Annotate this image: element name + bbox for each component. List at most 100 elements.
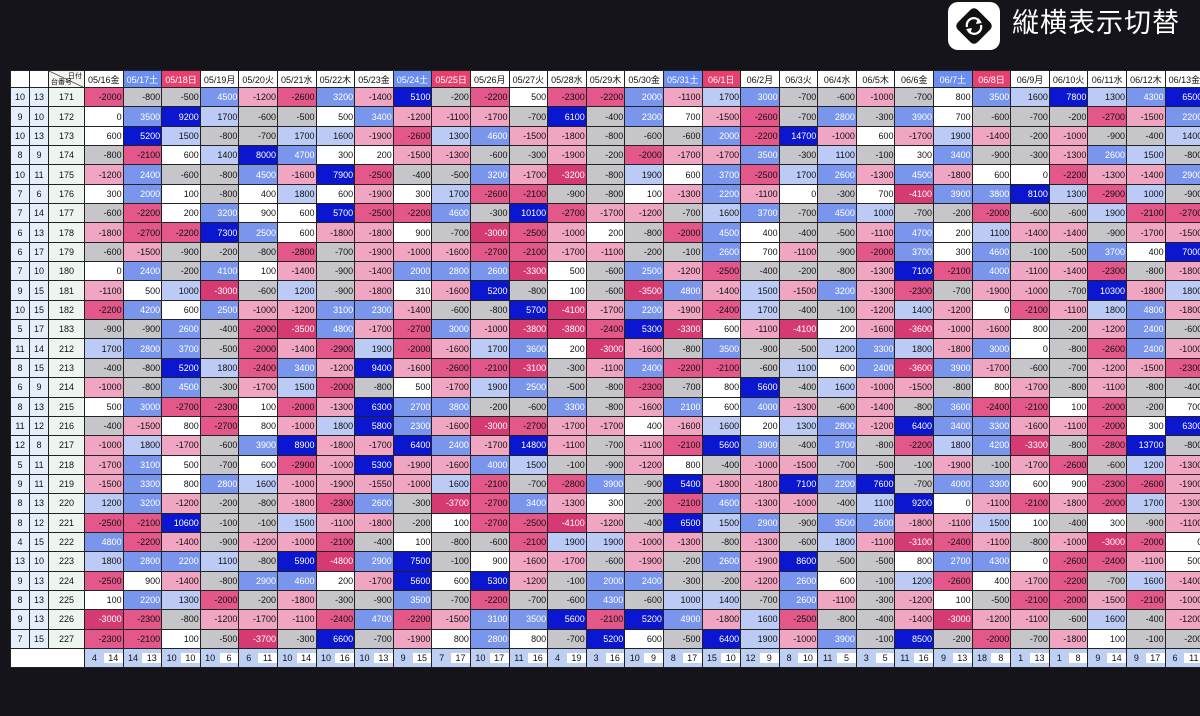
value-cell: 500 — [315, 106, 356, 127]
date-header: 05/31土 — [662, 70, 703, 88]
summary-cell: 10 9 — [624, 647, 664, 669]
value-cell: -600 — [469, 531, 510, 553]
value-cell: 300 — [933, 241, 973, 263]
summary-loss-count: 14 — [103, 653, 123, 664]
value-cell: -1200 — [315, 357, 356, 379]
value-cell: 600 — [817, 357, 857, 379]
value-cell: -1550 — [354, 473, 394, 495]
value-cell: -1500 — [1126, 357, 1166, 379]
value-cell: 800 — [971, 377, 1012, 398]
value-cell: -300 — [778, 145, 819, 166]
date-header: 05/29木 — [585, 70, 626, 88]
summary-loss-count: 17 — [682, 653, 702, 664]
value-cell: -2000 — [238, 319, 278, 340]
value-cell: -100 — [431, 551, 471, 572]
value-cell: -600 — [84, 203, 124, 224]
orientation-toggle-button[interactable] — [948, 2, 1000, 50]
value-cell: 10600 — [161, 512, 201, 533]
summary-cell: 3 16 — [585, 647, 626, 669]
summary-win-count: 12 — [745, 653, 756, 664]
value-cell: -1000 — [740, 454, 780, 475]
value-cell: 4800 — [315, 319, 356, 340]
value-cell: 3900 — [894, 106, 935, 127]
value-cell: -700 — [354, 628, 394, 649]
value-cell: -2000 — [276, 396, 317, 417]
value-cell: -2300 — [84, 628, 124, 649]
row-stat: 10 — [10, 86, 30, 108]
value-cell: -800 — [122, 86, 163, 108]
summary-loss-count: 5 — [837, 653, 856, 664]
value-cell: -1900 — [971, 280, 1012, 301]
value-cell: 3700 — [740, 203, 780, 224]
value-cell: -600 — [469, 145, 510, 166]
value-cell: 800 — [894, 551, 935, 572]
value-cell: -700 — [1010, 106, 1050, 127]
value-cell: 2400 — [624, 357, 664, 379]
value-cell: -100 — [1010, 241, 1050, 263]
value-cell: 1300 — [161, 589, 201, 611]
machine-number: 216 — [48, 415, 85, 437]
value-cell: -1700 — [1010, 570, 1050, 591]
table-row: 9 10 172 0 3500 9200 1700 -600 -500 500 3400 -1200-… — [10, 106, 1200, 127]
value-cell: 1100 — [971, 222, 1012, 243]
value-cell: 800 — [701, 377, 742, 398]
value-cell: 600 — [84, 125, 124, 147]
value-cell: 1600 — [701, 203, 742, 224]
value-cell: -900 — [122, 319, 163, 340]
value-cell: -700 — [894, 203, 935, 224]
value-cell: -2200 — [1048, 164, 1089, 185]
value-cell: -1100 — [1010, 609, 1050, 630]
value-cell: -1400 — [971, 125, 1012, 147]
value-cell: 1400 — [1164, 125, 1200, 147]
summary-loss-count: 14 — [296, 653, 316, 664]
value-cell: -2200 — [392, 609, 433, 630]
value-cell: 1900 — [624, 164, 664, 185]
summary-cell: 14 13 — [122, 647, 163, 669]
value-cell: -1400 — [1164, 570, 1200, 591]
row-stat: 10 — [29, 551, 49, 572]
value-cell: 3900 — [585, 473, 626, 495]
value-cell: -200 — [469, 396, 510, 417]
value-cell: -1100 — [1010, 261, 1050, 282]
date-header: 05/19月 — [199, 70, 240, 88]
value-cell: 4700 — [354, 609, 394, 630]
value-cell: 2000 — [392, 261, 433, 282]
machine-number: 220 — [48, 493, 85, 514]
value-cell: -1900 — [354, 183, 394, 205]
date-header: 05/30金 — [624, 70, 664, 88]
value-cell: -700 — [1048, 357, 1089, 379]
value-cell: 700 — [662, 106, 703, 127]
value-cell: 3200 — [122, 493, 163, 514]
value-cell: -1200 — [855, 415, 896, 437]
value-cell: 3300 — [855, 338, 896, 359]
value-cell: -800 — [1048, 338, 1089, 359]
value-cell: 310 — [392, 280, 433, 301]
value-cell: -1100 — [1164, 512, 1200, 533]
value-cell: -3300 — [1010, 435, 1050, 456]
table-row: 13 10 223 1800 2800 2200 1100 -800 5900 -4800 2900… — [10, 551, 1200, 572]
value-cell: -200 — [199, 493, 240, 514]
value-cell: -400 — [624, 512, 664, 533]
row-stat: 6 — [10, 241, 30, 263]
summary-win-count: 8 — [670, 653, 676, 664]
value-cell: -2100 — [662, 435, 703, 456]
value-cell: -3000 — [199, 280, 240, 301]
row-stat: 12 — [10, 435, 30, 456]
value-cell: -2200 — [161, 222, 201, 243]
value-cell: -2400 — [315, 609, 356, 630]
value-cell: -1700 — [469, 435, 510, 456]
value-cell: 1800 — [122, 435, 163, 456]
value-cell: 3000 — [431, 319, 471, 340]
row-stat: 13 — [29, 570, 49, 591]
value-cell: -1400 — [1048, 222, 1089, 243]
value-cell: -1400 — [1010, 222, 1050, 243]
value-cell: 2900 — [1164, 164, 1200, 185]
value-cell: -4100 — [547, 299, 587, 321]
machine-number: 217 — [48, 435, 85, 456]
orientation-toggle-label[interactable]: 縦横表示切替 — [1012, 8, 1180, 39]
row-stat: 13 — [10, 551, 30, 572]
value-cell: 1700 — [276, 125, 317, 147]
value-cell: -300 — [508, 145, 549, 166]
value-cell: -800 — [238, 241, 278, 263]
value-cell: -200 — [1048, 319, 1089, 340]
